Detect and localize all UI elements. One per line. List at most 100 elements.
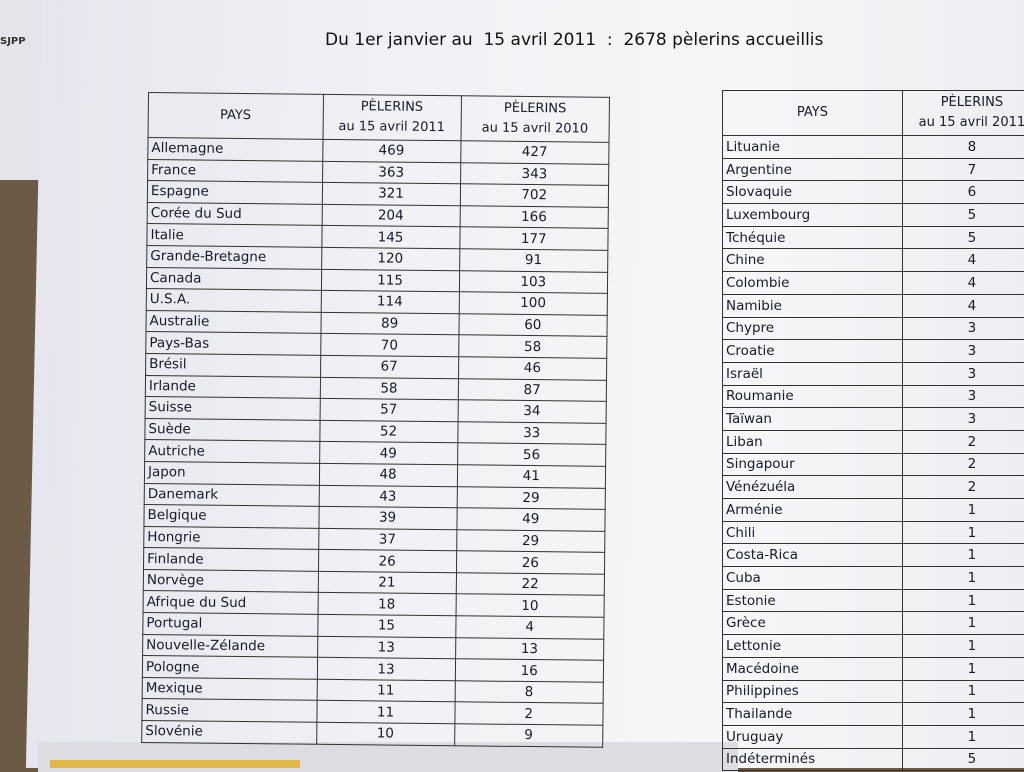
country-cell: Arménie <box>723 499 903 522</box>
pilgrim-count-cell: 70 <box>320 334 458 357</box>
pilgrim-count-cell: 58 <box>458 335 607 358</box>
country-cell: Suède <box>145 418 320 441</box>
country-cell: Chypre <box>723 317 903 340</box>
column-header-country: PAYS <box>723 91 903 136</box>
country-cell: Liban <box>723 430 903 453</box>
pilgrim-count-cell: 67 <box>320 355 458 378</box>
country-cell: Cuba <box>723 567 903 590</box>
pilgrim-count-cell: 4 <box>902 294 1024 317</box>
pilgrim-count-cell: 1 <box>902 680 1024 703</box>
pilgrim-count-cell: 1 <box>902 703 1024 726</box>
pilgrim-count-cell: 5 <box>902 226 1024 249</box>
pilgrim-count-cell: 120 <box>321 247 459 270</box>
country-cell: Autriche <box>145 440 320 463</box>
country-cell: Canada <box>146 267 321 290</box>
yellow-paper-edge <box>50 760 300 768</box>
country-cell: Luxembourg <box>723 204 903 227</box>
pilgrim-count-cell: 8 <box>902 136 1024 159</box>
pilgrim-count-cell: 2 <box>902 476 1024 499</box>
country-cell: Suisse <box>145 397 320 420</box>
country-cell: Indéterminés <box>723 748 903 771</box>
pilgrim-count-cell: 60 <box>459 314 608 337</box>
column-header-line: au 15 avril 2011 <box>906 113 1024 133</box>
country-cell: France <box>148 159 323 182</box>
pilgrim-count-cell: 29 <box>457 486 606 509</box>
pilgrim-count-cell: 18 <box>318 593 456 616</box>
country-cell: Argentine <box>723 158 903 181</box>
pilgrim-count-cell: 5 <box>902 204 1024 227</box>
pilgrim-count-cell: 1 <box>902 589 1024 612</box>
pilgrim-count-cell: 103 <box>459 270 608 293</box>
country-cell: Nouvelle-Zélande <box>143 634 318 657</box>
country-cell: Lituanie <box>723 136 903 159</box>
column-header-line: au 15 avril 2011 <box>326 117 457 138</box>
country-cell: Slovaquie <box>723 181 903 204</box>
country-cell: Philippines <box>723 680 903 703</box>
pilgrim-count-cell: 6 <box>902 181 1024 204</box>
pilgrim-count-cell: 1 <box>902 499 1024 522</box>
pilgrim-count-cell: 89 <box>321 312 459 335</box>
column-header-line: au 15 avril 2010 <box>464 118 606 139</box>
pilgrim-count-cell: 22 <box>456 573 605 596</box>
pilgrim-count-cell: 343 <box>460 162 609 185</box>
pilgrim-count-cell: 48 <box>319 463 457 486</box>
pilgrim-count-cell: 321 <box>322 183 460 206</box>
pilgrim-count-cell: 87 <box>458 378 607 401</box>
country-cell: Mexique <box>142 677 317 700</box>
country-cell: Uruguay <box>723 725 903 748</box>
pilgrim-count-cell: 427 <box>460 141 609 164</box>
country-cell: Espagne <box>147 181 322 204</box>
background-paper-label: SJPP <box>0 36 26 47</box>
country-cell: Lettonie <box>723 635 903 658</box>
pilgrim-count-cell: 177 <box>459 227 608 250</box>
country-cell: Afrique du Sud <box>143 591 318 614</box>
pilgrim-count-cell: 39 <box>319 506 457 529</box>
pilgrim-count-cell: 91 <box>459 249 608 272</box>
column-header-line: PÈLERINS <box>464 98 606 119</box>
pilgrim-count-cell: 100 <box>459 292 608 315</box>
pilgrim-count-cell: 41 <box>457 465 606 488</box>
pilgrim-count-cell: 26 <box>456 551 605 574</box>
pilgrim-count-cell: 10 <box>316 722 454 745</box>
pilgrim-count-cell: 46 <box>458 357 607 380</box>
country-cell: Israël <box>723 362 903 385</box>
country-cell: Irlande <box>145 375 320 398</box>
pilgrim-count-cell: 11 <box>317 679 455 702</box>
pilgrim-count-cell: 58 <box>320 377 458 400</box>
pilgrim-count-cell: 2 <box>902 453 1024 476</box>
pilgrim-count-cell: 5 <box>902 748 1024 771</box>
country-cell: Chili <box>723 521 903 544</box>
pilgrim-count-cell: 4 <box>902 249 1024 272</box>
country-cell: Grande-Bretagne <box>147 245 322 268</box>
pilgrim-count-cell: 114 <box>321 290 459 313</box>
pilgrim-count-cell: 145 <box>321 226 459 249</box>
pilgrim-count-cell: 56 <box>457 443 606 466</box>
pilgrim-count-cell: 4 <box>455 616 604 639</box>
pilgrim-count-cell: 2 <box>454 702 603 725</box>
document-title: Du 1er janvier au 15 avril 2011 : 2678 p… <box>325 30 823 50</box>
pilgrim-count-cell: 57 <box>320 398 458 421</box>
pilgrim-count-cell: 1 <box>902 725 1024 748</box>
pilgrim-count-cell: 37 <box>318 528 456 551</box>
country-cell: Norvège <box>143 569 318 592</box>
pilgrim-count-cell: 49 <box>456 508 605 531</box>
